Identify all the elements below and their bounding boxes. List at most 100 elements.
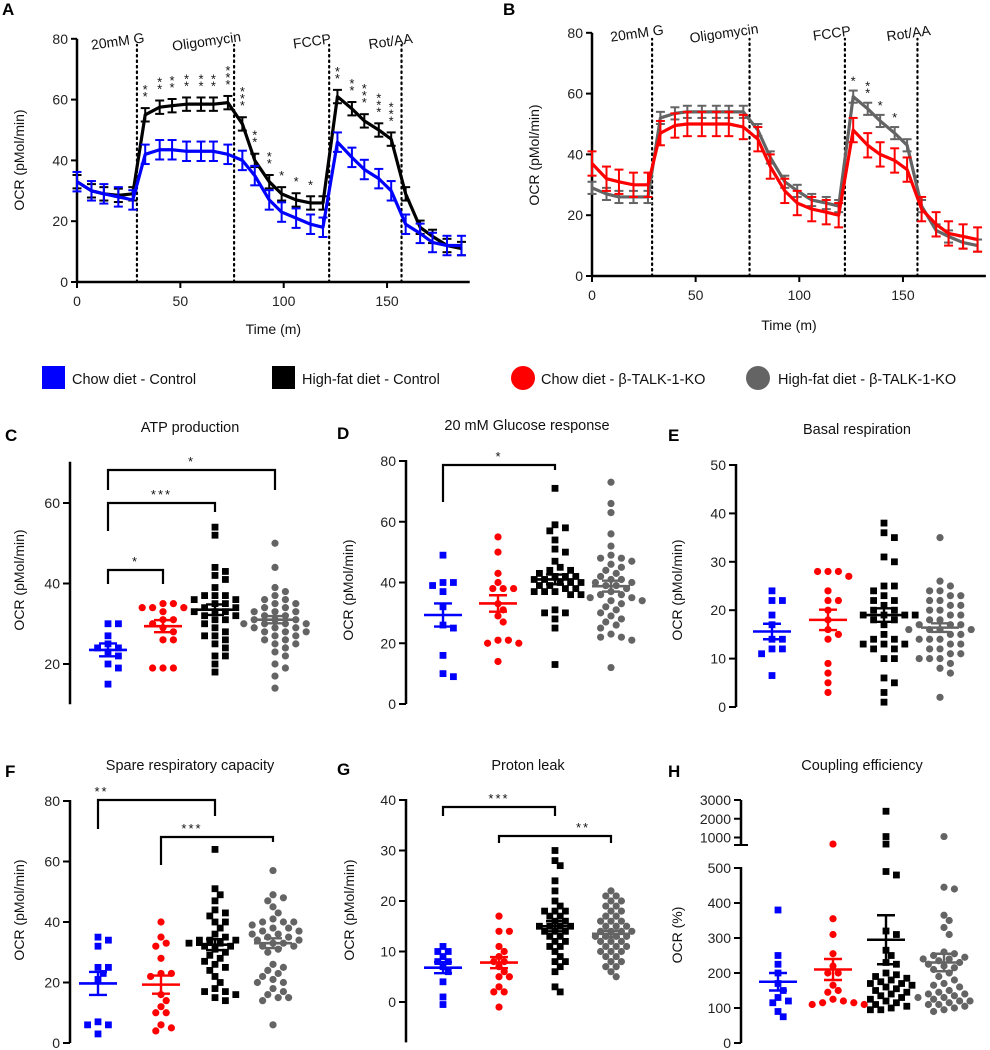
data-point [541, 907, 548, 915]
group-hfd_ko [914, 832, 974, 1016]
data-point [504, 636, 512, 644]
data-point [891, 558, 898, 566]
y-tick-label: 20 [52, 213, 68, 229]
data-point [607, 560, 615, 568]
significance-marker: * [892, 110, 897, 125]
significance-bracket [106, 468, 277, 490]
data-point [824, 659, 832, 668]
data-point [946, 611, 955, 619]
data-point [285, 933, 293, 941]
significance-bracket [441, 463, 557, 502]
data-point [541, 609, 548, 617]
data-point [926, 645, 934, 653]
data-point [211, 930, 219, 938]
panel-letter: F [5, 762, 15, 781]
data-point [872, 1001, 879, 1008]
significance-bracket [106, 501, 217, 531]
data-point [915, 635, 923, 643]
y-tick-label: 40 [44, 576, 60, 592]
data-point [211, 572, 219, 579]
data-point [169, 616, 177, 624]
data-point [551, 968, 559, 976]
data-point [898, 994, 905, 1001]
group-hfd_control [190, 523, 240, 676]
data-point [269, 975, 277, 984]
x-tick-label: 50 [173, 293, 189, 309]
data-point [500, 968, 508, 976]
data-point [638, 597, 646, 605]
data-point [577, 591, 585, 599]
data-point [216, 939, 224, 947]
data-point [768, 587, 776, 595]
series-line [76, 94, 462, 251]
data-point [285, 994, 293, 1002]
y-axis-label: OCR (pMol/min) [526, 104, 542, 205]
data-point [216, 954, 224, 962]
data-point [292, 600, 300, 608]
data-point [824, 596, 832, 605]
significance-label: ** [576, 820, 590, 835]
data-point [556, 953, 564, 960]
data-point [893, 999, 900, 1007]
legend-square-icon [272, 366, 295, 389]
data-point [617, 917, 626, 925]
data-point [302, 620, 310, 628]
data-point [138, 604, 146, 612]
y-tick-label: 60 [44, 854, 60, 870]
data-point [768, 597, 776, 604]
data-point [839, 997, 848, 1005]
data-point [551, 615, 559, 623]
data-point [271, 608, 279, 616]
data-point [602, 963, 610, 971]
data-point [612, 963, 620, 971]
legend: Chow diet - Control High-fat diet - Contr… [42, 366, 956, 390]
significance-marker: *** [240, 84, 245, 113]
data-point [785, 997, 792, 1005]
data-point [880, 519, 888, 527]
data-point [157, 1003, 165, 1011]
data-point [612, 922, 620, 930]
panel-title: Spare respiratory capacity [106, 758, 275, 774]
data-point [495, 973, 503, 981]
data-point [950, 964, 959, 972]
data-point [859, 640, 867, 648]
y-tick-label: 2000 [700, 811, 731, 827]
data-point [946, 601, 955, 609]
data-point [945, 916, 953, 925]
data-point [556, 563, 564, 571]
data-point [926, 655, 934, 663]
data-point [152, 1009, 160, 1017]
data-point [597, 554, 605, 562]
data-point [607, 542, 615, 550]
significance-label: *** [488, 791, 509, 806]
data-point [930, 1007, 938, 1016]
y-tick-label: 80 [380, 453, 396, 469]
data-point [439, 993, 447, 1001]
data-point [222, 988, 229, 995]
data-point [612, 569, 620, 577]
group-chow_control [79, 933, 117, 1038]
y-tick-label: 80 [44, 793, 60, 809]
data-point [957, 630, 965, 639]
data-point [824, 969, 832, 977]
data-point [597, 609, 605, 617]
data-point [940, 883, 948, 891]
data-point [104, 620, 112, 628]
data-point [591, 578, 600, 587]
y-tick-label: 60 [380, 514, 396, 530]
y-tick-label: 0 [52, 1035, 60, 1050]
data-point [211, 523, 219, 531]
data-point [546, 527, 554, 535]
data-point [185, 939, 193, 947]
data-point [494, 533, 502, 541]
x-tick-label: 0 [588, 287, 596, 303]
data-point [845, 572, 853, 580]
data-point [546, 943, 554, 950]
data-point [211, 973, 219, 980]
data-point [940, 923, 948, 932]
data-point [880, 601, 888, 609]
data-point [829, 915, 837, 923]
data-point [774, 1008, 782, 1015]
data-point [261, 628, 269, 636]
